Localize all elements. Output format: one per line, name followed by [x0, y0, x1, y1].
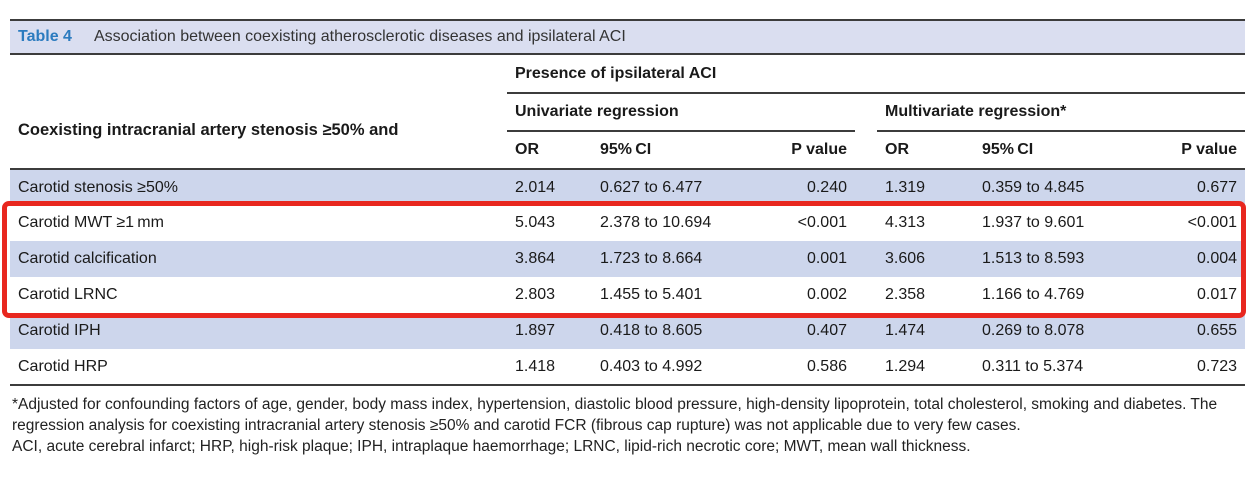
table-footnotes: *Adjusted for confounding factors of age… — [12, 394, 1227, 457]
or-value: 1.418 — [507, 349, 592, 386]
footnote-abbreviations: ACI, acute cerebral infarct; HRP, high-r… — [12, 438, 971, 455]
ci-value: 0.627 to 6.477 — [592, 169, 775, 205]
group-header-univariate: Univariate regression — [507, 93, 855, 132]
row-label: Carotid IPH — [10, 313, 507, 349]
or-value: 1.897 — [507, 313, 592, 349]
p-value: 0.655 — [1145, 313, 1246, 349]
p-value: 0.004 — [1145, 241, 1246, 277]
table-row: Carotid stenosis ≥50% 2.014 0.627 to 6.4… — [10, 169, 1246, 205]
ci-value: 1.723 to 8.664 — [592, 241, 775, 277]
or-value: 5.043 — [515, 214, 556, 231]
or-value: 2.014 — [507, 169, 592, 205]
stub-empty-cell — [10, 55, 507, 93]
regression-table: Presence of ipsilateral ACI Coexisting i… — [10, 55, 1246, 386]
row-label: Carotid stenosis ≥50% — [10, 169, 507, 205]
p-value: <0.001 — [1187, 214, 1238, 231]
ci-value: 1.455 to 5.401 — [600, 286, 703, 303]
or-value: 2.358 — [885, 286, 926, 303]
col-header-p-multivariate: P value — [1145, 131, 1246, 170]
group-gap — [855, 131, 877, 170]
stub-header: Coexisting intracranial artery stenosis … — [10, 93, 507, 170]
or-value: 1.474 — [877, 313, 974, 349]
ci-value: 0.359 to 4.845 — [974, 169, 1145, 205]
ci-value: 0.311 to 5.374 — [974, 349, 1145, 386]
p-value: <0.001 — [797, 214, 847, 231]
spanner-presence-of-ipsilateral-aci: Presence of ipsilateral ACI — [507, 55, 1246, 94]
col-header-ci-multivariate: 95% CI — [974, 131, 1145, 170]
ci-value: 1.513 to 8.593 — [974, 241, 1145, 277]
p-value: 0.240 — [775, 169, 855, 205]
or-value: 4.313 — [885, 214, 926, 231]
group-header-multivariate: Multivariate regression* — [877, 93, 1246, 132]
p-value: 0.586 — [775, 349, 855, 386]
table-caption-text: Association between coexisting atheroscl… — [93, 28, 626, 45]
col-header-ci-univariate: 95% CI — [592, 131, 775, 170]
ci-value: 0.269 to 8.078 — [974, 313, 1145, 349]
col-header-p-univariate: P value — [775, 131, 855, 170]
col-header-or-univariate: OR — [507, 131, 592, 170]
table-caption-bar: Table 4 Association between coexisting a… — [10, 19, 1245, 55]
table-header: Presence of ipsilateral ACI Coexisting i… — [10, 55, 1246, 170]
p-value: 0.677 — [1145, 169, 1246, 205]
or-value: 3.606 — [877, 241, 974, 277]
group-gap — [855, 93, 877, 131]
p-value: 0.002 — [806, 286, 847, 303]
row-label: Carotid HRP — [10, 349, 507, 386]
or-value: 2.803 — [515, 286, 556, 303]
p-value: 0.001 — [775, 241, 855, 277]
table-row-highlighted: Carotid LRNC 2.803 1.455 to 5.401 0.002 … — [10, 277, 1245, 313]
table-row: Carotid HRP 1.418 0.403 to 4.992 0.586 1… — [10, 349, 1246, 386]
p-value: 0.017 — [1197, 286, 1238, 303]
ci-value: 1.937 to 9.601 — [982, 214, 1085, 231]
ci-value: 0.403 to 4.992 — [592, 349, 775, 386]
p-value: 0.723 — [1145, 349, 1246, 386]
ci-value: 1.166 to 4.769 — [982, 286, 1085, 303]
row-label: Carotid LRNC — [18, 286, 118, 303]
table-row-highlighted: Carotid calcification 3.864 1.723 to 8.6… — [10, 241, 1246, 277]
row-label: Carotid calcification — [10, 241, 507, 277]
table-row: Carotid IPH 1.897 0.418 to 8.605 0.407 1… — [10, 313, 1246, 349]
row-label: Carotid MWT ≥1 mm — [18, 214, 164, 231]
or-value: 1.319 — [877, 169, 974, 205]
col-header-or-multivariate: OR — [877, 131, 974, 170]
table-row-highlighted: Carotid MWT ≥1 mm 5.043 2.378 to 10.694 … — [10, 205, 1245, 241]
p-value: 0.407 — [775, 313, 855, 349]
or-value: 3.864 — [507, 241, 592, 277]
footnote-adjusted: *Adjusted for confounding factors of age… — [12, 396, 1218, 434]
ci-value: 0.418 to 8.605 — [592, 313, 775, 349]
table-number: Table 4 — [18, 28, 72, 45]
or-value: 1.294 — [877, 349, 974, 386]
ci-value: 2.378 to 10.694 — [600, 214, 712, 231]
table-body: Carotid stenosis ≥50% 2.014 0.627 to 6.4… — [10, 169, 1246, 386]
